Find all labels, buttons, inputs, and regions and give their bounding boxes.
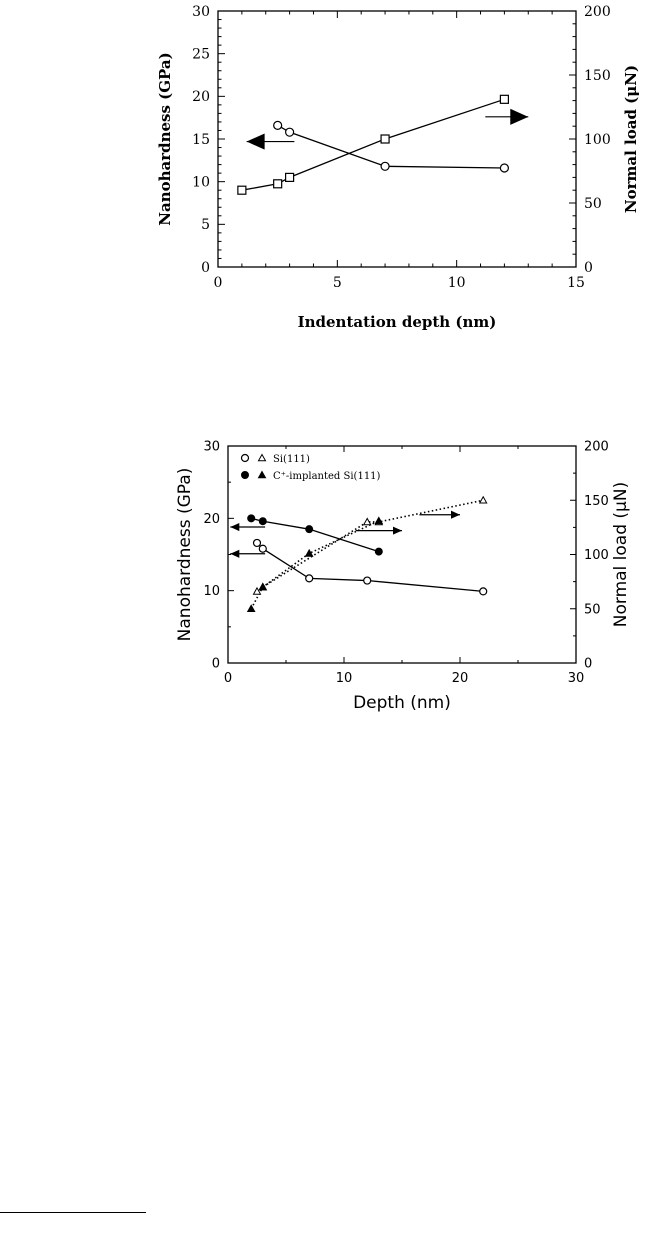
y-left-tick-label: 30 bbox=[192, 4, 210, 20]
legend-marker-circle bbox=[241, 471, 249, 479]
series-1-point bbox=[258, 544, 267, 553]
y-left-axis-label: Nanohardness (GPa) bbox=[175, 468, 195, 642]
y-left-tick-label: 10 bbox=[203, 584, 220, 599]
x-tick-label: 0 bbox=[214, 275, 223, 291]
series-1-point bbox=[479, 587, 488, 596]
y-left-tick-label: 20 bbox=[203, 512, 220, 527]
y-right-tick-label: 150 bbox=[584, 68, 611, 84]
x-axis-label: Indentation depth (nm) bbox=[298, 313, 497, 331]
x-tick-label: 20 bbox=[452, 671, 469, 686]
axis-arrow-head bbox=[451, 510, 460, 519]
y-right-tick-label: 0 bbox=[584, 260, 593, 276]
x-tick-label: 30 bbox=[568, 671, 585, 686]
series-3-point bbox=[252, 586, 262, 595]
axis-arrow-head bbox=[510, 108, 529, 125]
series-1-point bbox=[363, 576, 372, 585]
series-4-point bbox=[246, 604, 256, 613]
series-1-point bbox=[285, 127, 295, 137]
series-2-point bbox=[247, 514, 256, 523]
chart-2: Si(111)C⁺-implanted Si(111) 0 10 20 3001020… bbox=[175, 440, 631, 713]
y-right-tick-label: 100 bbox=[584, 132, 611, 148]
series-2-point bbox=[273, 179, 283, 189]
series-3-point bbox=[362, 517, 372, 526]
y-left-tick-label: 15 bbox=[192, 132, 210, 148]
axis-arrow-head bbox=[393, 526, 402, 535]
y-right-tick-label: 200 bbox=[584, 4, 611, 20]
y-right-tick-label: 0 bbox=[584, 657, 592, 672]
series-1-point bbox=[380, 161, 390, 171]
series-2-point bbox=[237, 185, 247, 195]
series-1-point bbox=[273, 120, 283, 130]
x-tick-label: 5 bbox=[333, 275, 342, 291]
series-3-point bbox=[478, 495, 488, 504]
y-left-tick-label: 10 bbox=[192, 175, 210, 191]
y-left-tick-label: 0 bbox=[201, 260, 210, 276]
x-tick-label: 10 bbox=[336, 671, 353, 686]
series-2-line bbox=[241, 98, 505, 191]
y-left-tick-label: 30 bbox=[203, 440, 220, 455]
y-right-tick-label: 200 bbox=[584, 440, 609, 455]
series-2-point bbox=[499, 94, 509, 104]
x-tick-label: 0 bbox=[224, 671, 232, 686]
y-right-tick-label: 50 bbox=[584, 602, 601, 617]
chart-1: 0 5 10 15051015202530050100150200Indentatio… bbox=[156, 4, 640, 331]
series-1-point bbox=[252, 538, 262, 548]
series-4-point bbox=[374, 516, 384, 525]
series-4-line bbox=[250, 520, 380, 610]
legend-marker-triangle bbox=[257, 453, 267, 462]
y-left-tick-label: 5 bbox=[201, 217, 210, 233]
axis-arrow-head bbox=[246, 133, 265, 150]
series-2-point bbox=[258, 517, 267, 526]
y-right-axis-label: Normal load (μN) bbox=[622, 65, 640, 213]
y-left-tick-label: 20 bbox=[192, 89, 210, 105]
legend-marker-triangle bbox=[257, 470, 267, 479]
y-right-axis-label: Normal load (μN) bbox=[611, 482, 631, 627]
y-right-tick-label: 150 bbox=[584, 494, 609, 509]
x-tick-label: 10 bbox=[448, 275, 466, 291]
legend-label: C⁺-implanted Si(111) bbox=[273, 471, 381, 482]
series-4-point bbox=[304, 548, 314, 557]
series-2-line bbox=[251, 517, 379, 553]
series-2-point bbox=[374, 547, 383, 556]
axis-arrow-head bbox=[230, 522, 240, 532]
series-2-point bbox=[285, 172, 295, 182]
legend-label: Si(111) bbox=[273, 454, 310, 465]
y-left-tick-label: 0 bbox=[212, 657, 220, 672]
axis-arrow-head bbox=[230, 549, 240, 558]
x-tick-label: 15 bbox=[567, 275, 585, 291]
y-left-axis-label: Nanohardness (GPa) bbox=[156, 52, 174, 226]
series-4-point bbox=[258, 582, 268, 591]
series-1-point bbox=[305, 574, 314, 583]
y-left-tick-label: 25 bbox=[192, 47, 210, 63]
x-axis-label: Depth (nm) bbox=[353, 693, 451, 713]
series-2-point bbox=[305, 525, 314, 534]
series-1-line bbox=[277, 124, 505, 169]
series-2-point bbox=[380, 134, 390, 144]
y-right-tick-label: 50 bbox=[584, 196, 602, 212]
series-1-point bbox=[499, 163, 509, 173]
footnote-rule bbox=[0, 1212, 146, 1213]
series-1-line bbox=[256, 542, 484, 593]
plot-frame bbox=[217, 10, 577, 268]
legend-marker-circle bbox=[240, 453, 250, 463]
y-right-tick-label: 100 bbox=[584, 548, 609, 563]
